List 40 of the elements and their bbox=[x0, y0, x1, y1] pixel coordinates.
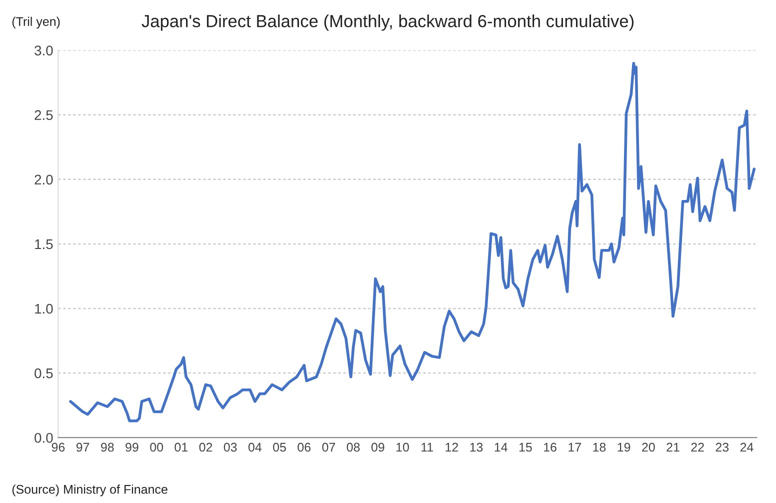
chart-title: Japan's Direct Balance (Monthly, backward 6-month cumulative) bbox=[142, 14, 634, 31]
x-tick-label: 97 bbox=[76, 442, 90, 452]
x-tick-label: 10 bbox=[396, 442, 409, 452]
x-tick-label: 00 bbox=[150, 442, 164, 452]
x-tick-label: 02 bbox=[199, 442, 212, 452]
y-tick-label: 1.0 bbox=[35, 304, 53, 314]
x-tick-label: 01 bbox=[174, 442, 188, 452]
x-tick-label: 99 bbox=[126, 442, 138, 452]
x-tick-label: 12 bbox=[446, 442, 458, 452]
x-tick-label: 19 bbox=[618, 442, 630, 452]
x-tick-label: 21 bbox=[666, 442, 680, 452]
x-tick-label: 23 bbox=[716, 442, 729, 452]
x-tick-label: 16 bbox=[544, 442, 556, 452]
y-tick-label: 2.0 bbox=[34, 174, 53, 185]
x-tick-label: 96 bbox=[52, 442, 65, 452]
y-tick-label: 3.0 bbox=[34, 46, 53, 56]
x-tick-label: 20 bbox=[642, 442, 655, 452]
x-tick-label: 98 bbox=[101, 442, 114, 452]
x-tick-label: 11 bbox=[422, 442, 433, 452]
x-tick-label: 13 bbox=[470, 442, 483, 452]
x-tick-label: 03 bbox=[224, 442, 237, 452]
x-tick-label: 24 bbox=[740, 442, 754, 452]
x-tick-label: 14 bbox=[494, 442, 508, 452]
x-tick-label: 07 bbox=[322, 442, 336, 452]
text: (Source) Ministry of Finance bbox=[12, 484, 168, 496]
x-tick-label: 15 bbox=[519, 442, 532, 452]
x-tick-label: 09 bbox=[371, 442, 384, 452]
x-tick-label: 18 bbox=[593, 442, 606, 452]
x-tick-label: 05 bbox=[273, 442, 286, 452]
y-tick-label: 1.5 bbox=[35, 239, 53, 250]
y-axis-title: (Tril yen) bbox=[12, 16, 60, 28]
x-tick-label: 06 bbox=[298, 442, 311, 452]
x-tick-label: 17 bbox=[568, 442, 581, 452]
line-series bbox=[69, 62, 756, 422]
x-tick-label: 08 bbox=[346, 442, 360, 452]
y-tick-label: 0.5 bbox=[34, 368, 53, 378]
y-tick-label: 2.5 bbox=[34, 110, 53, 120]
x-tick-label: 04 bbox=[248, 442, 262, 452]
x-tick-label: 22 bbox=[691, 442, 704, 452]
y-tick-label: 0.0 bbox=[34, 432, 53, 443]
